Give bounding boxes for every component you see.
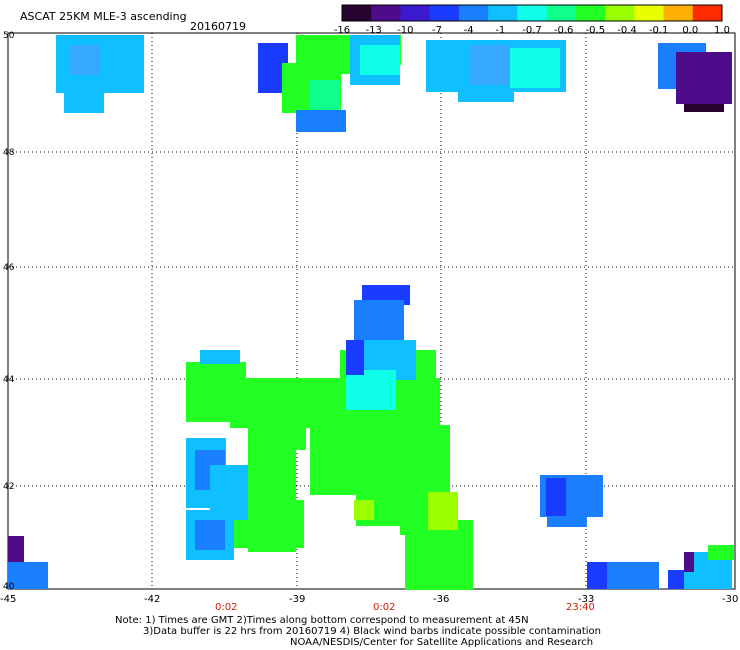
- lon-label: -33: [578, 594, 594, 605]
- lat-label: 50: [3, 31, 15, 41]
- lon-label: -39: [289, 594, 305, 605]
- colorbar-label: 1.0: [714, 25, 730, 36]
- time-label: 0:02: [373, 602, 395, 613]
- colorbar-label: -1: [495, 25, 505, 36]
- colorbar-label: 0.0: [682, 25, 698, 36]
- lon-label: -45: [0, 594, 16, 605]
- colorbar-swatch: [458, 5, 489, 21]
- colorbar-label: -0.4: [617, 25, 637, 36]
- note-line: 3)Data buffer is 22 hrs from 20160719 4)…: [143, 626, 601, 637]
- colorbar-label: -0.1: [649, 25, 669, 36]
- colorbar-swatch: [663, 5, 694, 21]
- colorbar-swatch: [517, 5, 548, 21]
- lat-label: 48: [3, 148, 15, 158]
- colorbar-label: -7: [432, 25, 442, 36]
- note-line: Note: 1) Times are GMT 2)Times along bot…: [115, 615, 529, 626]
- lat-label: 42: [3, 482, 14, 492]
- colorbar-swatch: [488, 5, 518, 21]
- swath-patches: [8, 35, 734, 590]
- colorbar-swatch: [546, 5, 577, 21]
- colorbar-label: -0.6: [554, 25, 574, 36]
- lat-label: 44: [3, 375, 15, 385]
- colorbar-label: -16: [334, 25, 350, 36]
- colorbar-label: -0.5: [586, 25, 606, 36]
- plot-area: 50 48 46 44 42 40 -45 -42 -39 -36 -33 -3…: [0, 31, 738, 613]
- colorbar-swatch: [634, 5, 665, 21]
- map-date: 20160719: [190, 20, 246, 33]
- colorbar-swatch: [342, 5, 372, 21]
- note-line: NOAA/NESDIS/Center for Satellite Applica…: [290, 637, 594, 648]
- colorbar-swatch: [371, 5, 401, 21]
- colorbar-swatch: [400, 5, 431, 21]
- colorbar: -16 -13 -10 -7 -4 -1 -0.7 -0.6 -0.5 -0.4 -0.1 0.0 1.…: [334, 4, 730, 36]
- time-label: 23:40: [566, 602, 595, 613]
- lat-label: 40: [3, 582, 15, 592]
- colorbar-label: -13: [365, 25, 381, 36]
- lat-label: 46: [3, 263, 15, 273]
- lon-label: -36: [433, 594, 449, 605]
- colorbar-label: -4: [464, 25, 474, 36]
- map-title: ASCAT 25KM MLE-3 ascending: [20, 10, 187, 23]
- lon-label: -42: [144, 594, 160, 605]
- colorbar-swatch: [575, 5, 606, 21]
- colorbar-border: [341, 4, 723, 22]
- colorbar-swatch: [429, 5, 460, 21]
- lon-label: -30: [722, 594, 738, 605]
- colorbar-swatch: [605, 5, 635, 21]
- colorbar-swatch: [692, 5, 723, 21]
- colorbar-label: -10: [397, 25, 413, 36]
- time-label: 0:02: [215, 602, 237, 613]
- colorbar-label: -0.7: [522, 25, 542, 36]
